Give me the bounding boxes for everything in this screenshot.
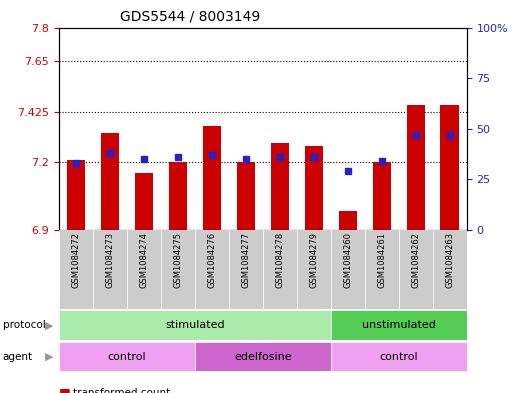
Text: GDS5544 / 8003149: GDS5544 / 8003149: [120, 9, 261, 24]
Text: transformed count: transformed count: [73, 388, 171, 393]
Text: GSM1084279: GSM1084279: [309, 232, 319, 288]
Text: agent: agent: [3, 352, 33, 362]
Bar: [59, 28, 93, 230]
Bar: [195, 28, 229, 230]
Bar: [399, 28, 433, 230]
Bar: [263, 28, 297, 230]
Bar: [441, 105, 459, 230]
Bar: [297, 28, 331, 230]
Bar: [365, 28, 399, 230]
Bar: [236, 162, 255, 230]
Bar: [59, 230, 93, 309]
Text: GSM1084260: GSM1084260: [343, 232, 352, 288]
Text: edelfosine: edelfosine: [234, 352, 292, 362]
Bar: [331, 230, 365, 309]
Text: GSM1084263: GSM1084263: [445, 232, 455, 288]
Bar: [406, 105, 425, 230]
Bar: [331, 342, 467, 371]
Text: unstimulated: unstimulated: [362, 320, 436, 330]
Bar: [101, 133, 120, 230]
Bar: [161, 28, 195, 230]
Bar: [263, 230, 297, 309]
Text: ▶: ▶: [45, 352, 53, 362]
Bar: [270, 143, 289, 230]
Bar: [169, 162, 187, 230]
Bar: [305, 145, 323, 230]
Bar: [93, 230, 127, 309]
Bar: [127, 28, 161, 230]
Text: stimulated: stimulated: [165, 320, 225, 330]
Bar: [399, 230, 433, 309]
Bar: [161, 230, 195, 309]
Text: GSM1084274: GSM1084274: [140, 232, 148, 288]
Text: GSM1084275: GSM1084275: [173, 232, 183, 288]
Bar: [134, 173, 153, 230]
Bar: [59, 310, 331, 340]
Text: GSM1084261: GSM1084261: [378, 232, 386, 288]
Bar: [433, 230, 467, 309]
Bar: [297, 230, 331, 309]
Text: GSM1084262: GSM1084262: [411, 232, 420, 288]
Text: GSM1084272: GSM1084272: [71, 232, 81, 288]
Text: GSM1084277: GSM1084277: [242, 232, 250, 288]
Bar: [195, 230, 229, 309]
Bar: [195, 342, 331, 371]
Text: protocol: protocol: [3, 320, 45, 330]
Bar: [331, 28, 365, 230]
Text: ■: ■: [59, 386, 71, 393]
Bar: [339, 211, 357, 230]
Bar: [203, 127, 221, 230]
Bar: [433, 28, 467, 230]
Bar: [93, 28, 127, 230]
Text: GSM1084278: GSM1084278: [275, 232, 284, 288]
Text: GSM1084273: GSM1084273: [106, 232, 114, 288]
Text: control: control: [108, 352, 146, 362]
Bar: [67, 160, 85, 230]
Bar: [127, 230, 161, 309]
Bar: [229, 230, 263, 309]
Bar: [331, 310, 467, 340]
Bar: [365, 230, 399, 309]
Bar: [59, 342, 195, 371]
Text: ▶: ▶: [45, 320, 53, 330]
Text: GSM1084276: GSM1084276: [207, 232, 216, 288]
Text: control: control: [380, 352, 418, 362]
Bar: [229, 28, 263, 230]
Bar: [372, 162, 391, 230]
